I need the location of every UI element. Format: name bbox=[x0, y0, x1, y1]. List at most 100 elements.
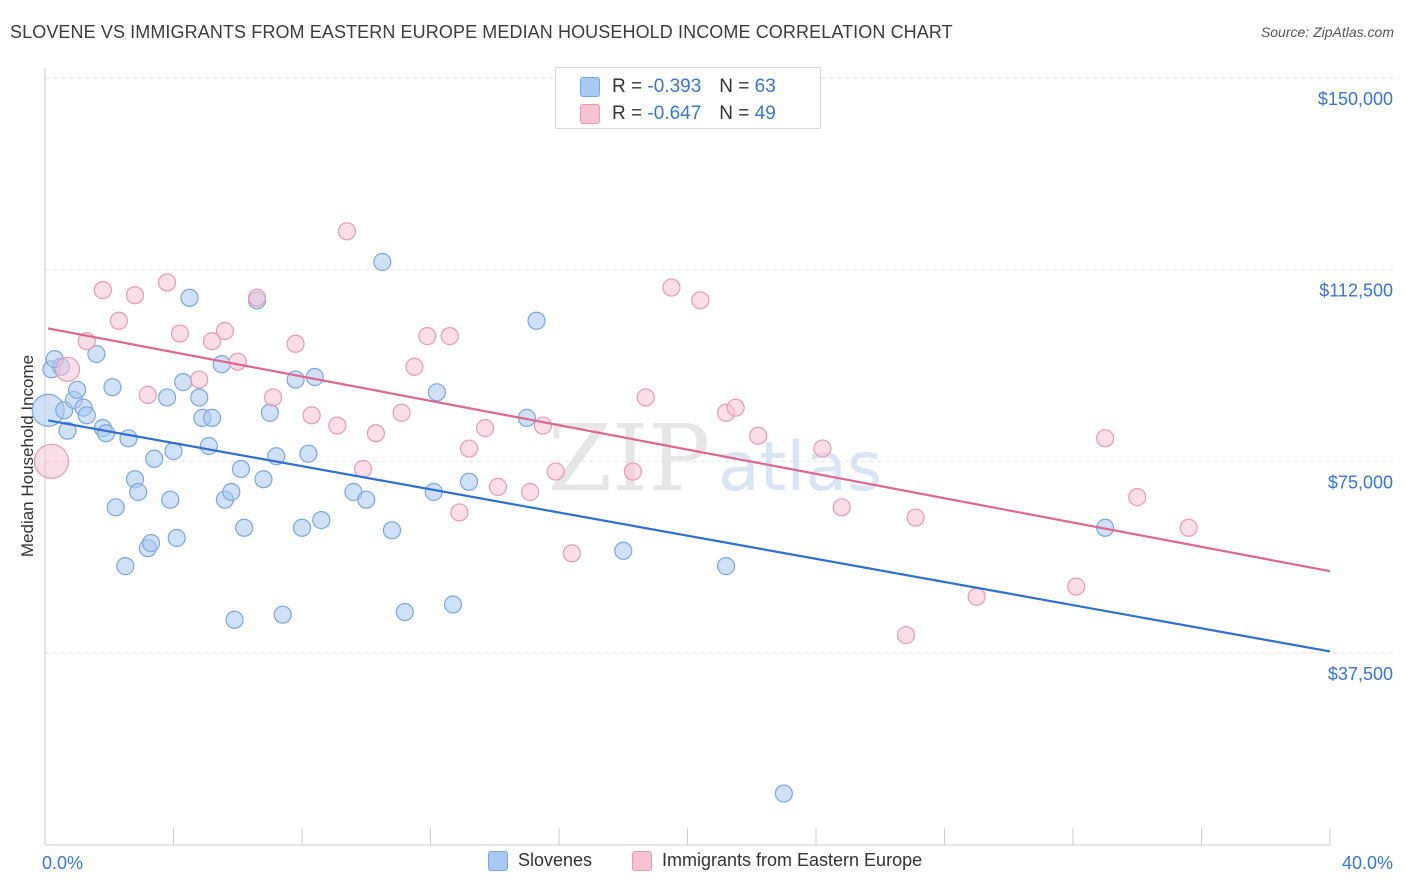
immigrants-point bbox=[967, 587, 986, 606]
legend-label-slovenes: Slovenes bbox=[518, 850, 593, 870]
r-value: -0.393 bbox=[647, 76, 702, 97]
slovenes-point bbox=[254, 470, 273, 489]
n-value: 49 bbox=[754, 103, 776, 124]
immigrants-point bbox=[726, 398, 745, 417]
immigrants-point bbox=[418, 327, 437, 346]
slovenes-point bbox=[774, 784, 793, 803]
slovenes-point bbox=[373, 252, 392, 272]
immigrants-point bbox=[1128, 488, 1147, 507]
trend-lines bbox=[48, 327, 1331, 653]
immigrants-point bbox=[488, 477, 508, 496]
immigrants-point bbox=[247, 288, 267, 307]
immigrants-point bbox=[450, 503, 469, 522]
slovenes-point bbox=[427, 383, 447, 402]
slovenes-point bbox=[180, 288, 199, 307]
slovenes-point bbox=[129, 482, 148, 502]
chart-title: SLOVENE VS IMMIGRANTS FROM EASTERN EUROP… bbox=[10, 22, 953, 42]
immigrants-point bbox=[202, 332, 222, 351]
slovenes-point bbox=[116, 557, 135, 576]
immigrants-point bbox=[228, 352, 247, 371]
n-value: 63 bbox=[754, 76, 776, 97]
slovenes-point bbox=[527, 311, 546, 330]
slovenes-point bbox=[312, 511, 331, 530]
n-label: N = bbox=[719, 76, 750, 97]
immigrants-swatch bbox=[580, 104, 600, 124]
slovenes-point bbox=[190, 388, 209, 407]
immigrants-point bbox=[125, 286, 145, 305]
slovenes-point bbox=[225, 610, 244, 629]
bottom-legend: Slovenes Immigrants from Eastern Europe bbox=[0, 850, 1406, 878]
slovenes-point bbox=[614, 541, 633, 560]
x-tick-label-max: 40.0% bbox=[1342, 853, 1393, 873]
immigrants-point bbox=[263, 388, 283, 407]
stats-row-slovenes: R = -0.393 N = 63 bbox=[580, 76, 776, 98]
slovenes-point bbox=[459, 472, 479, 491]
immigrants-point bbox=[328, 416, 347, 435]
n-label: N = bbox=[719, 103, 750, 124]
immigrants-point bbox=[476, 419, 495, 438]
immigrants-point bbox=[623, 462, 642, 481]
immigrants-point bbox=[405, 357, 424, 376]
y-tick-label: $150,000 bbox=[1318, 89, 1393, 109]
stats-legend: R = -0.393 N = 63 R = -0.647 N = 49 bbox=[555, 67, 821, 129]
immigrants-point bbox=[459, 439, 479, 458]
slovenes-point bbox=[141, 534, 161, 553]
legend-label-immigrants: Immigrants from Eastern Europe bbox=[662, 850, 923, 870]
y-tick-label: $112,500 bbox=[1319, 281, 1393, 301]
slovenes-point bbox=[357, 490, 376, 509]
immigrants-point bbox=[215, 321, 234, 341]
immigrants-point bbox=[366, 424, 385, 443]
immigrants-point bbox=[33, 443, 70, 479]
watermark: ZIP atlas bbox=[548, 405, 882, 512]
legend-item-immigrants[interactable]: Immigrants from Eastern Europe bbox=[632, 850, 922, 871]
y-tick-label: $75,000 bbox=[1328, 472, 1393, 492]
slovenes-point bbox=[292, 518, 312, 537]
immigrants-point bbox=[337, 222, 357, 241]
immigrants-point bbox=[896, 626, 916, 645]
slovenes-point bbox=[716, 557, 736, 576]
slovenes-point bbox=[199, 436, 218, 456]
legend-swatch-immigrants bbox=[632, 850, 652, 871]
immigrants-point bbox=[832, 498, 851, 517]
immigrants-point bbox=[93, 281, 112, 300]
slovenes-point bbox=[273, 605, 292, 624]
slovenes-point bbox=[119, 429, 138, 448]
x-tick-label-min: 0.0% bbox=[42, 853, 83, 873]
slovenes-point bbox=[299, 444, 318, 463]
data-points bbox=[31, 222, 1198, 803]
immigrants-point bbox=[170, 324, 190, 343]
slovenes-point bbox=[202, 408, 222, 427]
y-tick-label: $37,500 bbox=[1328, 664, 1393, 684]
immigrants-point bbox=[1096, 429, 1115, 448]
immigrants-point bbox=[520, 482, 540, 502]
immigrants-point bbox=[691, 291, 710, 310]
immigrants-point bbox=[562, 544, 581, 563]
slovenes-point bbox=[103, 378, 122, 397]
immigrants-point bbox=[636, 388, 655, 407]
immigrants-point bbox=[662, 278, 681, 297]
slovenes-trend-line bbox=[48, 419, 1331, 653]
slovenes-point bbox=[58, 421, 77, 440]
tick-labels: $37,500 $75,000 $112,500 $150,000 0.0% 40.0% bbox=[42, 89, 1393, 873]
slovenes-point bbox=[231, 459, 251, 479]
slovenes-point bbox=[443, 595, 463, 614]
stats-row-immigrants: R = -0.647 N = 49 bbox=[580, 103, 776, 125]
slovenes-point bbox=[145, 449, 164, 468]
immigrants-point bbox=[546, 462, 565, 481]
legend-item-slovenes[interactable]: Slovenes bbox=[488, 850, 592, 871]
immigrants-point bbox=[1179, 518, 1198, 537]
slovenes-point bbox=[212, 355, 231, 374]
immigrants-point bbox=[353, 459, 373, 479]
watermark-atlas: atlas bbox=[718, 428, 882, 507]
immigrants-point bbox=[286, 334, 305, 353]
immigrants-point bbox=[302, 406, 321, 425]
immigrants-point bbox=[533, 416, 553, 435]
immigrants-point bbox=[440, 327, 459, 346]
r-label: R = bbox=[612, 103, 643, 124]
slovenes-swatch bbox=[580, 77, 600, 97]
immigrants-point bbox=[109, 311, 128, 330]
slovenes-point bbox=[87, 344, 106, 364]
slovenes-point bbox=[260, 403, 279, 422]
slovenes-point bbox=[174, 373, 193, 392]
